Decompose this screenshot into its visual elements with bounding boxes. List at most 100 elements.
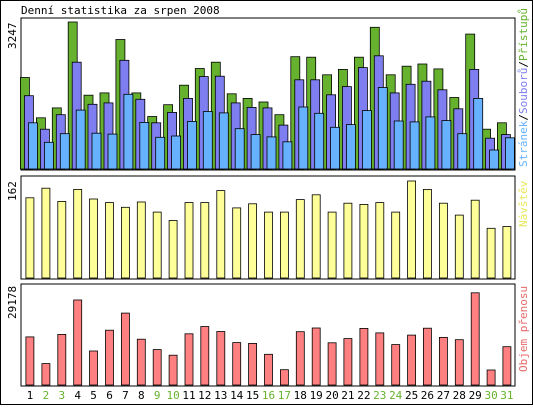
volume-bar-30 <box>486 369 496 386</box>
volume-bar-25 <box>407 334 417 386</box>
day-label-19: 19 <box>310 389 323 402</box>
traffic-bar-Stránek-17 <box>282 141 293 170</box>
traffic-bar-Stránek-18 <box>298 106 309 170</box>
day-label-6: 6 <box>106 389 113 402</box>
day-label-24: 24 <box>389 389 403 402</box>
volume-bar-4 <box>73 299 83 386</box>
visits-bar-10 <box>168 220 178 279</box>
legend-hits: Přístupů <box>517 8 530 61</box>
visits-max-label: 162 <box>6 181 19 201</box>
volume-bar-5 <box>89 350 98 386</box>
day-label-25: 25 <box>405 389 418 402</box>
traffic-bar-Stránek-6 <box>107 133 118 170</box>
volume-bar-27 <box>438 336 448 386</box>
day-label-15: 15 <box>246 389 259 402</box>
volume-bar-31 <box>502 346 512 386</box>
volume-bar-10 <box>168 354 178 386</box>
visits-bar-31 <box>502 226 512 279</box>
visits-bar-26 <box>422 188 432 279</box>
day-label-14: 14 <box>230 389 244 402</box>
traffic-bar-Stránek-12 <box>202 111 213 170</box>
day-label-11: 11 <box>182 389 195 402</box>
visits-bar-13 <box>216 190 226 279</box>
visits-bar-3 <box>57 200 67 279</box>
volume-legend: Objem přenosu <box>517 286 530 372</box>
traffic-bar-Stránek-13 <box>218 112 229 170</box>
traffic-bar-Stránek-19 <box>314 112 325 170</box>
volume-bar-22 <box>359 327 369 386</box>
visits-bar-18 <box>295 199 305 279</box>
day-label-17: 17 <box>278 389 291 402</box>
visits-panel-frame <box>20 175 516 280</box>
day-label-1: 1 <box>27 389 34 402</box>
visits-bar-20 <box>327 211 337 279</box>
traffic-bar-Stránek-16 <box>266 136 277 170</box>
traffic-bar-Stránek-1 <box>27 122 38 170</box>
volume-panel-frame <box>20 283 516 387</box>
legend-sep-2: / <box>517 61 530 68</box>
traffic-bar-Stránek-29 <box>473 98 484 170</box>
day-label-18: 18 <box>294 389 307 402</box>
visits-bar-11 <box>184 202 194 279</box>
day-label-29: 29 <box>469 389 482 402</box>
visits-bar-21 <box>343 202 353 279</box>
volume-bar-3 <box>57 333 67 386</box>
traffic-bar-Stránek-27 <box>441 120 452 170</box>
volume-bar-8 <box>136 338 146 386</box>
visits-bar-4 <box>73 188 83 279</box>
day-label-9: 9 <box>154 389 161 402</box>
traffic-bar-Stránek-15 <box>250 134 261 170</box>
day-label-27: 27 <box>437 389 450 402</box>
day-label-7: 7 <box>122 389 129 402</box>
legend-pages: Stránek <box>517 120 530 167</box>
visits-bar-27 <box>438 202 448 279</box>
day-label-8: 8 <box>138 389 145 402</box>
visits-bar-7 <box>121 206 130 279</box>
traffic-bar-Stránek-8 <box>139 122 150 170</box>
day-label-30: 30 <box>484 389 497 402</box>
volume-bar-15 <box>248 342 258 386</box>
day-label-16: 16 <box>262 389 275 402</box>
volume-bar-23 <box>375 332 385 386</box>
visits-bar-5 <box>89 198 98 279</box>
volume-bar-21 <box>343 338 353 386</box>
traffic-bar-Stránek-21 <box>345 124 356 170</box>
day-label-23: 23 <box>373 389 386 402</box>
traffic-bar-Stránek-11 <box>187 121 197 170</box>
visits-bar-23 <box>375 202 385 279</box>
volume-bar-16 <box>264 353 273 386</box>
legend-sep-1: / <box>517 114 530 121</box>
volume-bar-24 <box>391 344 401 386</box>
visits-bar-29 <box>470 199 480 279</box>
volume-bar-12 <box>200 326 210 386</box>
volume-bar-20 <box>327 342 337 386</box>
traffic-bar-Stránek-14 <box>234 128 245 170</box>
visits-bar-25 <box>407 180 417 279</box>
volume-bar-18 <box>295 331 305 386</box>
visits-bar-14 <box>232 207 242 279</box>
visits-legend: Návštěv <box>517 180 530 227</box>
day-label-31: 31 <box>500 389 513 402</box>
day-label-28: 28 <box>453 389 466 402</box>
visits-bar-9 <box>152 211 162 279</box>
traffic-bar-Stránek-4 <box>75 109 86 170</box>
volume-max-label: 29178 <box>6 286 19 319</box>
traffic-bar-Stránek-2 <box>44 141 54 170</box>
day-label-10: 10 <box>166 389 179 402</box>
visits-bar-30 <box>486 227 496 279</box>
traffic-bar-Stránek-20 <box>330 126 341 170</box>
traffic-max-label: 3247 <box>6 23 19 50</box>
volume-bar-29 <box>470 292 480 386</box>
visits-bar-19 <box>311 194 321 279</box>
day-label-4: 4 <box>74 389 81 402</box>
traffic-legend: Stránek/Souborů/Přístupů <box>517 8 530 167</box>
visits-bar-12 <box>200 202 210 279</box>
day-label-12: 12 <box>198 389 211 402</box>
traffic-bar-Stránek-5 <box>91 132 102 170</box>
volume-bar-1 <box>25 336 35 386</box>
visits-bar-15 <box>248 203 258 279</box>
traffic-bar-Stránek-25 <box>409 121 420 170</box>
traffic-bar-Stránek-28 <box>457 133 468 170</box>
